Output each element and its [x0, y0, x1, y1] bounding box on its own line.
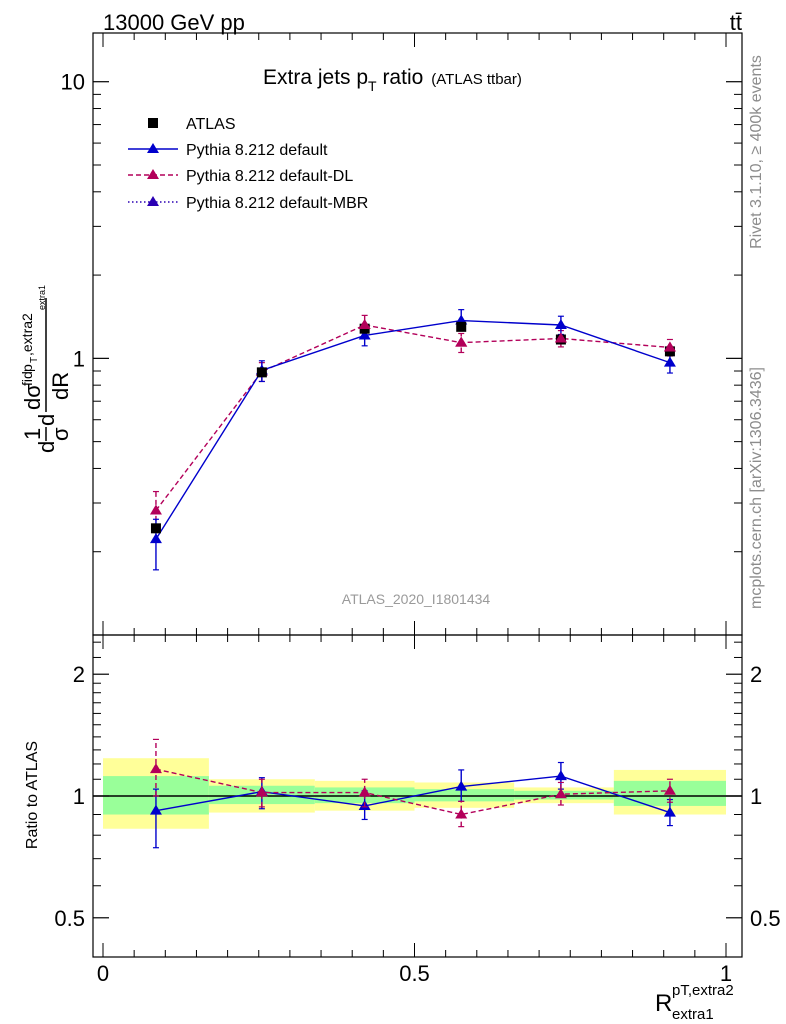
legend-default: Pythia 8.212 default [128, 142, 328, 159]
header-right-label: tt̄ [730, 10, 742, 35]
dl-line [155, 324, 670, 511]
y-tick-label: 1 [73, 784, 85, 809]
chart-title-rest: ratio [377, 66, 424, 89]
svg-text:,extra2: ,extra2 [19, 313, 35, 356]
svg-text:1: 1 [20, 428, 45, 440]
legend-atlas-label: ATLAS [186, 116, 236, 133]
svg-text:T: T [29, 357, 40, 363]
ratio-dl-point [358, 786, 371, 797]
band-inner [414, 789, 515, 802]
lower-panel: 0.5 1 2 0 0.5 1 0.5 1 2 [54, 634, 781, 986]
legend-mbr-marker [147, 196, 159, 206]
legend-default-label: Pythia 8.212 default [186, 142, 328, 159]
upper-panel: 1 10 [61, 32, 743, 636]
legend-dl-label: Pythia 8.212 default-DL [186, 168, 353, 185]
ratio-dl-point [149, 763, 162, 774]
dl-point-overlay [554, 332, 567, 343]
x-axis-label: R [655, 990, 672, 1017]
ratio-default-line [155, 775, 671, 814]
legend: ATLAS Pythia 8.212 default Pythia 8.212 … [128, 116, 368, 212]
default-point [663, 356, 676, 367]
y-tick-label-right: 0.5 [750, 906, 781, 931]
legend-dl: Pythia 8.212 default-DL [128, 168, 353, 185]
svg-text:fid: fid [19, 371, 35, 386]
y-tick-label: 2 [73, 662, 85, 687]
x-axis-label-main: R [655, 990, 672, 1017]
default-point [149, 533, 162, 544]
legend-atlas-marker [148, 118, 158, 128]
y-tick-label-right: 2 [750, 662, 762, 687]
x-tick-label: 1 [720, 961, 732, 986]
dl-point-overlay [663, 341, 676, 352]
svg-text:extra1: extra1 [37, 285, 47, 310]
svg-text:σ: σ [48, 427, 73, 441]
ratio-dl-point [455, 808, 468, 819]
atlas-point [256, 367, 267, 378]
ratio-default-point [663, 806, 676, 817]
dl-point [149, 504, 162, 515]
chart-title-paren: (ATLAS ttbar) [431, 71, 522, 88]
svg-text:p: p [19, 364, 35, 372]
atlas-point [150, 523, 161, 534]
header-left-label: 13000 GeV pp [103, 10, 245, 35]
svg-text:d: d [34, 441, 59, 453]
ratio-dl-point [663, 784, 676, 795]
x-tick-label: 0 [97, 961, 109, 986]
upper-ylabel: d 1 σ d dσ fid dR p T ,extra2 extra1 [19, 285, 73, 453]
y-tick-label-right: 1 [750, 784, 762, 809]
svg-text:d: d [34, 414, 59, 426]
svg-text:dσ: dσ [20, 384, 45, 410]
legend-mbr-label: Pythia 8.212 default-MBR [186, 195, 368, 212]
mcplots-label: mcplots.cern.ch [arXiv:1306.3436] [748, 367, 765, 609]
x-axis-label-sub: extra1 [672, 1006, 714, 1023]
y-tick-label: 0.5 [54, 906, 85, 931]
analysis-watermark: ATLAS_2020_I1801434 [342, 591, 491, 607]
upper-data [149, 309, 676, 571]
ratio-ylabel: Ratio to ATLAS [24, 741, 41, 849]
dl-point-overlay [455, 336, 468, 347]
dl-point-overlay [358, 319, 371, 330]
rivet-label: Rivet 3.1.10, ≥ 400k events [748, 55, 765, 249]
ratio-dl-line [155, 768, 670, 816]
default-point [554, 319, 567, 330]
x-axis-label-sup: pT,extra2 [672, 982, 734, 999]
ratio-dl-point [554, 788, 567, 799]
ratio-default-point [554, 770, 567, 781]
lower-data [149, 738, 676, 849]
x-tick-label: 0.5 [399, 961, 430, 986]
y-tick-label: 10 [61, 70, 85, 95]
ratio-dl-point [255, 786, 268, 797]
legend-dl-marker [147, 169, 159, 179]
legend-atlas: ATLAS [148, 116, 236, 133]
ratio-default-point [149, 804, 162, 815]
legend-mbr: Pythia 8.212 default-MBR [128, 195, 368, 212]
ratio-bands [93, 758, 742, 829]
svg-text:dR: dR [48, 372, 73, 400]
default-point [358, 329, 371, 340]
default-line [155, 319, 671, 540]
chart-title-main: Extra jets p [263, 66, 368, 89]
atlas-point [456, 321, 467, 332]
y-tick-label: 1 [73, 346, 85, 371]
chart-title: Extra jets pT ratio (ATLAS ttbar) [263, 66, 522, 94]
chart-title-sub: T [368, 78, 377, 94]
legend-default-marker [147, 143, 159, 153]
ratio-default-point [455, 780, 468, 791]
